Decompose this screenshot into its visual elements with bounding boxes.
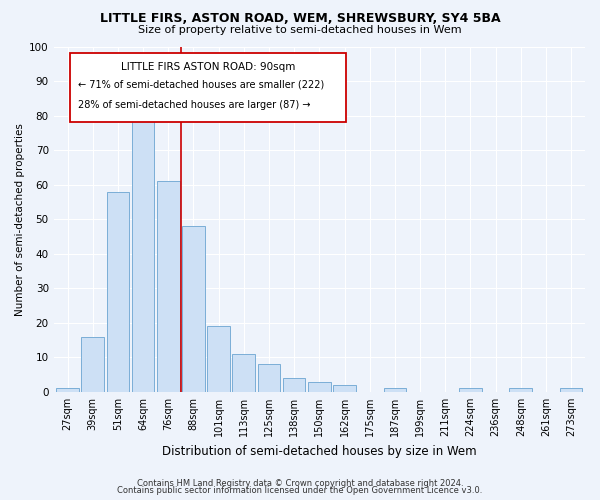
Bar	[182, 226, 205, 392]
Text: 28% of semi-detached houses are larger (87) →: 28% of semi-detached houses are larger (…	[77, 100, 310, 110]
Bar	[207, 326, 230, 392]
X-axis label: Distribution of semi-detached houses by size in Wem: Distribution of semi-detached houses by …	[162, 444, 476, 458]
Text: Size of property relative to semi-detached houses in Wem: Size of property relative to semi-detach…	[138, 25, 462, 35]
Bar	[232, 354, 255, 392]
Text: Contains HM Land Registry data © Crown copyright and database right 2024.: Contains HM Land Registry data © Crown c…	[137, 478, 463, 488]
Text: LITTLE FIRS ASTON ROAD: 90sqm: LITTLE FIRS ASTON ROAD: 90sqm	[121, 62, 295, 72]
Bar	[283, 378, 305, 392]
Bar	[82, 336, 104, 392]
Bar	[459, 388, 482, 392]
Bar	[560, 388, 583, 392]
Bar	[107, 192, 129, 392]
Y-axis label: Number of semi-detached properties: Number of semi-detached properties	[15, 123, 25, 316]
Bar	[383, 388, 406, 392]
Text: ← 71% of semi-detached houses are smaller (222): ← 71% of semi-detached houses are smalle…	[77, 80, 324, 90]
Bar	[56, 388, 79, 392]
Text: Contains public sector information licensed under the Open Government Licence v3: Contains public sector information licen…	[118, 486, 482, 495]
Bar	[509, 388, 532, 392]
Bar	[257, 364, 280, 392]
Text: LITTLE FIRS, ASTON ROAD, WEM, SHREWSBURY, SY4 5BA: LITTLE FIRS, ASTON ROAD, WEM, SHREWSBURY…	[100, 12, 500, 26]
Bar	[157, 181, 179, 392]
FancyBboxPatch shape	[70, 54, 346, 122]
Bar	[132, 116, 154, 392]
Bar	[308, 382, 331, 392]
Bar	[333, 385, 356, 392]
